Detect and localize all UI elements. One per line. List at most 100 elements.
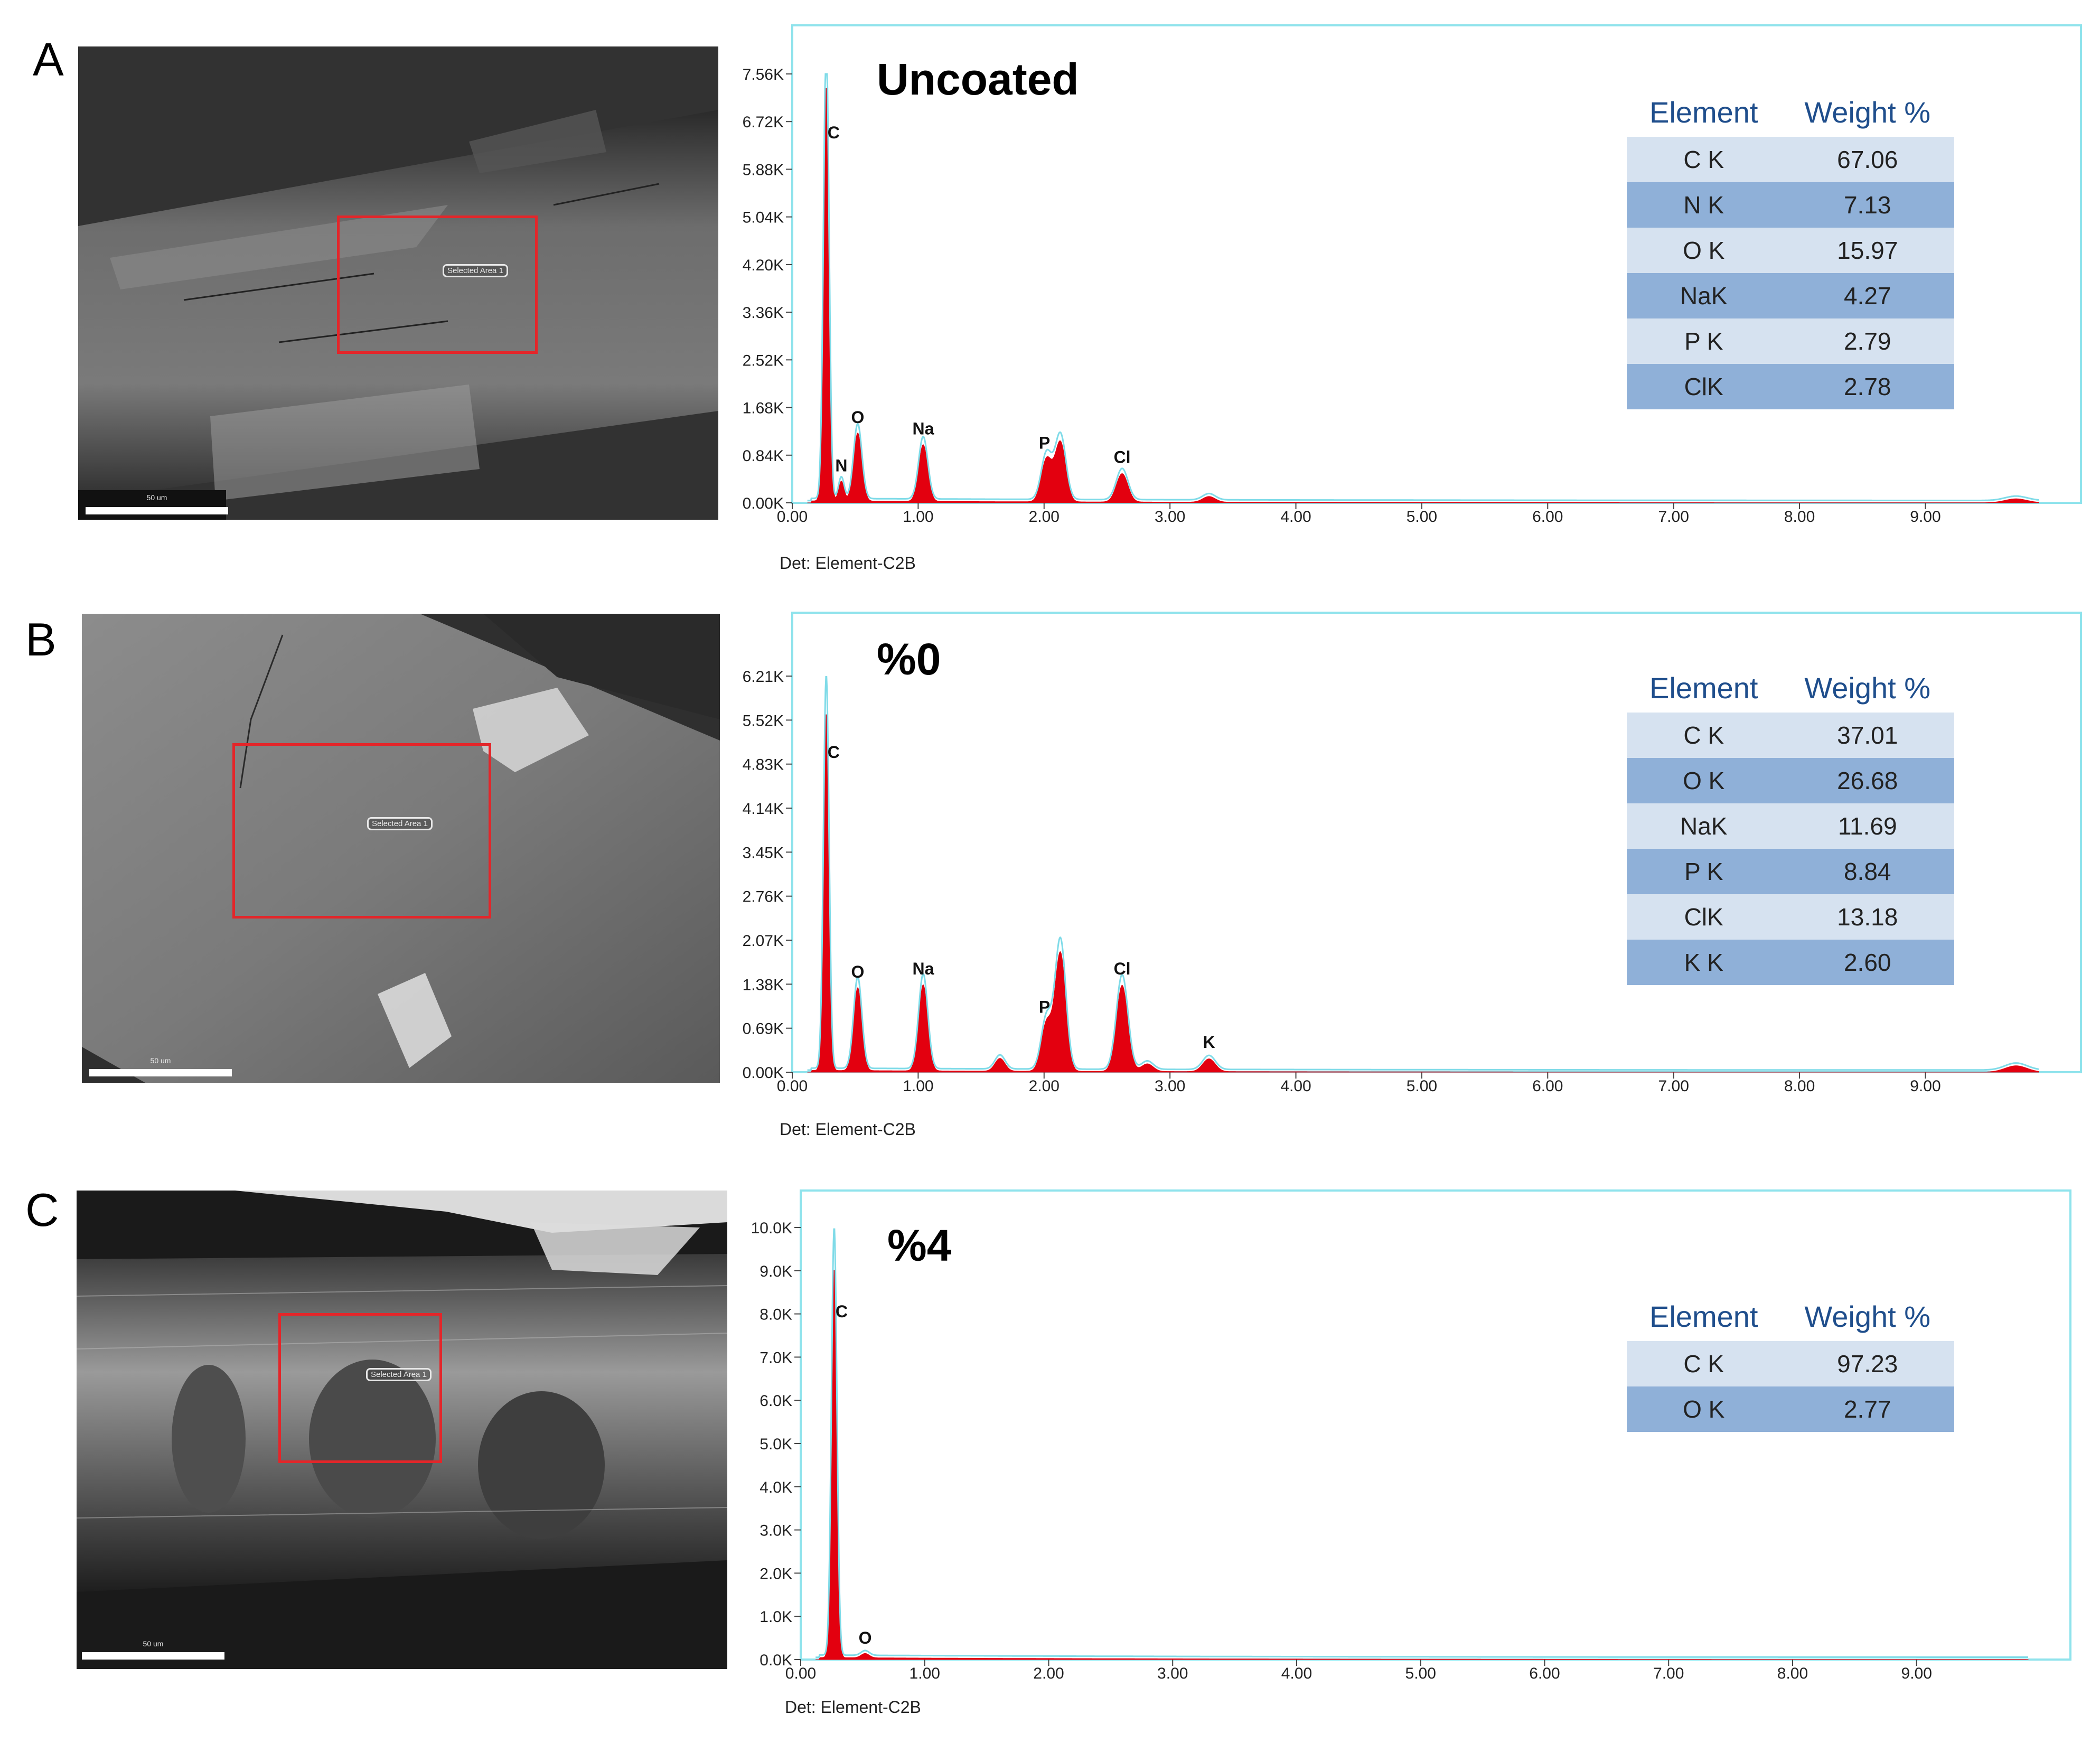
element-cell: O K <box>1627 758 1781 803</box>
y-tick-label: 5.88K <box>743 161 784 179</box>
y-tick-label: 2.52K <box>743 352 784 369</box>
spectrum-overlay-line <box>815 1228 2028 1658</box>
element-cell: ClK <box>1627 364 1781 409</box>
table-row: ClK 2.78 <box>1627 364 1954 409</box>
table-header-element: Element <box>1649 96 1758 129</box>
weight-cell: 4.27 <box>1780 273 1954 318</box>
weight-cell: 67.06 <box>1780 137 1954 182</box>
y-tick-label: 7.0K <box>760 1349 792 1366</box>
y-tick-label: 3.0K <box>760 1522 792 1540</box>
eds-chart-c: 0.0K 1.0K 2.0K 3.0K 4.0K 5.0K 6.0K 7.0K 8.0K 9.0K… <box>739 1183 2092 1743</box>
weight-cell: 26.68 <box>1780 758 1954 803</box>
table-row: P K 2.79 <box>1627 318 1954 364</box>
peak-label: Na <box>912 959 934 978</box>
selected-area-label: Selected Area 1 <box>367 817 433 830</box>
table-row: C K 67.06 <box>1627 137 1954 182</box>
y-tick-label: 2.0K <box>760 1565 792 1582</box>
table-row: NaK 4.27 <box>1627 273 1954 318</box>
y-tick-label: 1.68K <box>743 400 784 417</box>
composition-table: Element Weight % C K 97.23 O K 2.77 <box>1627 1299 1954 1432</box>
x-tick-label: 8.00 <box>1784 508 1815 526</box>
panel-letter: C <box>25 1184 59 1236</box>
x-tick-label: 2.00 <box>1029 1077 1060 1095</box>
y-tick-label: 3.36K <box>743 304 784 322</box>
eds-chart-b: 0.00K 0.69K 1.38K 2.07K 2.76K 3.45K 4.14K 4.83K… <box>739 592 2092 1151</box>
selected-area-box <box>232 743 491 919</box>
x-tick-label: 1.00 <box>903 1077 933 1095</box>
x-tick-label: 1.00 <box>910 1665 940 1682</box>
table-row: C K 37.01 <box>1627 713 1954 758</box>
x-tick-label: 0.00 <box>777 1077 808 1095</box>
x-tick-label: 8.00 <box>1777 1665 1808 1682</box>
peak-label: C <box>828 743 840 762</box>
y-tick-label: 6.72K <box>743 114 784 131</box>
y-tick-label: 7.56K <box>743 66 784 83</box>
y-tick-label: 6.21K <box>743 668 784 686</box>
table-row: K K 2.60 <box>1627 940 1954 985</box>
spectrum-area <box>815 1270 2029 1660</box>
scale-bar <box>82 1652 224 1660</box>
table-row: N K 7.13 <box>1627 182 1954 228</box>
y-tick-label: 4.83K <box>743 756 784 774</box>
element-cell: C K <box>1627 713 1781 758</box>
weight-cell: 11.69 <box>1780 803 1954 849</box>
scale-bar-label: 50 um <box>143 1639 164 1648</box>
weight-cell: 15.97 <box>1780 228 1954 273</box>
x-tick-label: 1.00 <box>903 508 933 526</box>
weight-cell: 2.60 <box>1780 940 1954 985</box>
x-tick-label: 6.00 <box>1532 1077 1563 1095</box>
spectrum-area <box>807 88 2039 503</box>
y-tick-label: 0.00K <box>743 495 784 512</box>
spectrum-overlay-line <box>807 676 2039 1071</box>
table-row: O K 2.77 <box>1627 1386 1954 1432</box>
x-tick-label: 5.00 <box>1407 1077 1437 1095</box>
x-tick-label: 6.00 <box>1529 1665 1560 1682</box>
eds-spectrum-plot: 0.00K0.69K1.38K2.07K2.76K3.45K4.14K4.83K… <box>743 612 2082 1095</box>
peak-label: N <box>835 456 847 475</box>
selected-area-box <box>337 215 538 354</box>
table-header-element: Element <box>1649 1300 1758 1333</box>
weight-cell: 2.79 <box>1780 318 1954 364</box>
element-cell: N K <box>1627 182 1781 228</box>
y-tick-label: 0.00K <box>743 1064 784 1082</box>
panel-b: B Selected Area 1 50 um 0.00K 0.69K 1.38K 2… <box>0 576 2100 1151</box>
sem-image: Selected Area 1 50 um <box>77 1191 727 1669</box>
composition-table: Element Weight % C K 67.06 N K 7.13 O K 15.… <box>1627 95 1954 409</box>
peak-label: P <box>1039 997 1050 1016</box>
table-header-element: Element <box>1649 671 1758 705</box>
element-cell: NaK <box>1627 803 1781 849</box>
x-tick-label: 2.00 <box>1033 1665 1064 1682</box>
x-tick-label: 7.00 <box>1653 1665 1684 1682</box>
y-tick-label: 1.0K <box>760 1608 792 1626</box>
table-row: O K 26.68 <box>1627 758 1954 803</box>
sem-texture <box>77 1191 727 1669</box>
y-tick-label: 4.14K <box>743 800 784 818</box>
detector-label: Det: Element-C2B <box>780 554 916 573</box>
peak-label: Cl <box>1114 447 1131 466</box>
y-tick-label: 5.0K <box>760 1436 792 1453</box>
x-tick-label: 9.00 <box>1901 1665 1932 1682</box>
y-tick-label: 2.76K <box>743 888 784 906</box>
table-row: C K 97.23 <box>1627 1341 1954 1386</box>
x-tick-label: 2.00 <box>1029 508 1060 526</box>
x-tick-label: 4.00 <box>1281 1665 1312 1682</box>
element-cell: O K <box>1627 228 1781 273</box>
element-cell: K K <box>1627 940 1781 985</box>
y-tick-label: 1.38K <box>743 976 784 994</box>
weight-cell: 2.77 <box>1780 1386 1954 1432</box>
y-tick-label: 3.45K <box>743 844 784 861</box>
element-cell: P K <box>1627 849 1781 894</box>
weight-cell: 7.13 <box>1780 182 1954 228</box>
peak-label: O <box>859 1628 872 1647</box>
spectrum-overlay-line <box>807 73 2039 502</box>
scale-bar-label: 50 um <box>146 493 167 502</box>
composition-table: Element Weight % C K 37.01 O K 26.68 NaK 11… <box>1627 671 1954 985</box>
panel-letter: A <box>33 33 64 86</box>
sem-texture <box>78 46 718 520</box>
panel-letter: B <box>25 613 57 666</box>
peak-label: C <box>828 123 840 142</box>
x-tick-label: 7.00 <box>1658 1077 1689 1095</box>
x-tick-label: 6.00 <box>1532 508 1563 526</box>
panel-c: C Selected Area 1 50 um 0.0K 1.0K 2.0K 3.0K… <box>0 1151 2100 1727</box>
eds-spectrum-plot: 0.00K 0.84K 1.68K 2.52K 3.36K 4.20K 5.04K 5.88K… <box>743 24 2082 526</box>
